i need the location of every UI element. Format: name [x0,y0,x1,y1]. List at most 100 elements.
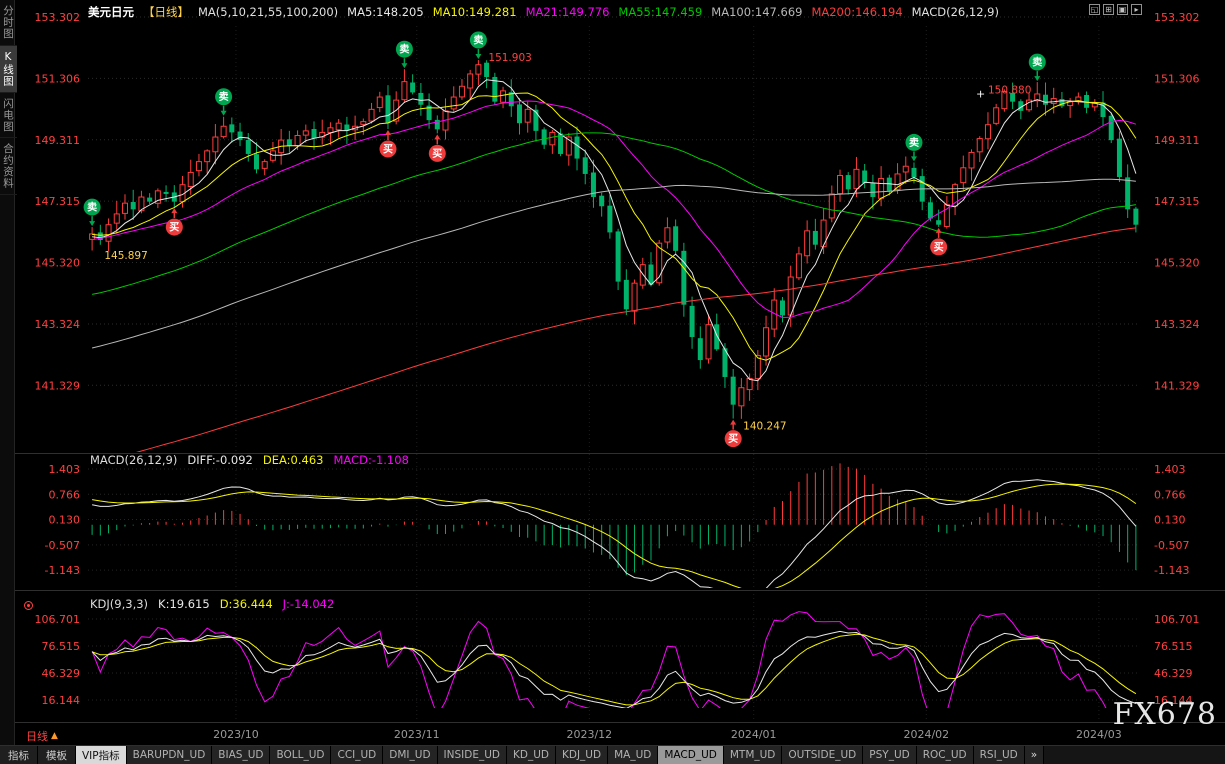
legend-ma10: MA10:149.281 [432,5,517,19]
indicator-tabs: 指标 模板 VIP指标 BARUPDN_UD BIAS_UD BOLL_UD CCI_UD D… [0,746,1045,764]
price-axis-label-right: 147.315 [1154,195,1200,208]
indicator-tab-roc_ud[interactable]: ROC_UD [916,746,974,764]
svg-text:卖: 卖 [473,34,483,47]
price-annotation: 140.247 [743,421,786,433]
price-axis-label-left: 145.320 [35,257,81,270]
period-arrow-icon: ▲ [51,731,58,741]
kdj-d-value: D:36.444 [219,597,273,611]
sidebar-item-3[interactable]: 合约资料 [0,138,17,195]
sidebar-item-1[interactable]: K线图 [0,45,17,93]
sidebar-item-2[interactable]: 闪电图 [0,93,17,138]
buy-signal-marker: 买 [930,227,948,256]
buy-signal-marker: 买 [379,130,397,158]
macd-axis-label-left: -0.507 [45,539,80,552]
svg-text:买: 买 [728,433,738,445]
kdj-panel-header: KDJ(9,3,3) K:19.615 D:36.444 J:-14.042 [90,597,334,611]
x-axis-month-label: 2024/02 [903,728,949,741]
indicator-tab-kdj_ud[interactable]: KDJ_UD [555,746,609,764]
sell-signal-marker: 卖 [83,198,101,227]
svg-text:买: 买 [169,222,179,234]
macd-axis-label-left: 0.766 [49,488,81,501]
kdj-d-line [91,633,1137,706]
window-icons: ◱ ⊞ ▣ ▸ [1089,4,1142,15]
legend-ma5: MA5:148.205 [347,5,424,19]
macd-axis-label-right: 0.766 [1154,488,1186,501]
x-axis-month-label: 2023/11 [394,728,440,741]
kdj-axis-label-right: 106.701 [1154,613,1200,626]
macd-axis-label-left: 0.130 [49,514,81,527]
indicator-tab-outside_ud[interactable]: OUTSIDE_UD [782,746,864,764]
ma-line-ma100 [91,178,1136,349]
macd-macd-value: MACD:-1.108 [333,453,409,467]
ma-line-ma21 [92,100,1137,319]
svg-text:卖: 卖 [1032,56,1042,69]
period-label: 日线 [26,730,48,743]
ma-line-ma5 [92,79,1137,382]
kdj-axis-label-right: 46.329 [1154,667,1193,680]
buy-signal-marker: 买 [165,208,183,236]
kdj-k-line [91,630,1137,708]
svg-text:买: 买 [934,241,944,253]
legend-ma21: MA21:149.776 [525,5,610,19]
legend-ma200: MA200:146.194 [811,5,903,19]
indicator-tab-bias_ud[interactable]: BIAS_UD [212,746,271,764]
indicator-tab-mtm_ud[interactable]: MTM_UD [723,746,783,764]
indicator-tab-vip指标[interactable]: VIP指标 [76,746,127,764]
price-axis-label-left: 153.302 [35,11,81,24]
kdj-collapse-icon[interactable] [24,601,33,610]
macd-axis-label-left: -1.143 [45,564,80,577]
indicator-tab-dmi_ud[interactable]: DMI_UD [383,746,438,764]
bottom-button-1[interactable]: 模板 [38,746,76,764]
macd-layer [88,463,1140,588]
legend-ma55: MA55:147.459 [618,5,703,19]
indicator-tab-inside_ud[interactable]: INSIDE_UD [437,746,507,764]
indicator-tab-rsi_ud[interactable]: RSI_UD [973,746,1025,764]
macd-axis-label-left: 1.403 [49,463,81,476]
window-pane-icon[interactable]: ▣ [1117,4,1128,15]
window-next-icon[interactable]: ▸ [1131,4,1142,15]
window-tile-icon[interactable]: ⊞ [1103,4,1114,15]
buy-signal-marker: 买 [428,134,446,162]
sidebar-item-0[interactable]: 分时图 [0,0,17,46]
indicator-tab-macd_ud[interactable]: MACD_UD [658,746,724,764]
indicator-tab-barupdn_ud[interactable]: BARUPDN_UD [126,746,213,764]
kdj-k-value: K:19.615 [158,597,210,611]
x-axis-month-label: 2024/03 [1076,728,1122,741]
macd-panel-header: MACD(26,12,9) DIFF:-0.092 DEA:0.463 MACD… [90,453,409,467]
price-axis-label-right: 145.320 [1154,257,1200,270]
indicator-tab-cci_ud[interactable]: CCI_UD [331,746,384,764]
sell-signal-marker: 卖 [395,40,413,69]
period-indicator[interactable]: 日线 ▲ [26,728,58,744]
tabs-more-button[interactable]: » [1024,746,1045,764]
price-annotation: 150.880 [988,85,1031,97]
indicator-tab-psy_ud[interactable]: PSY_UD [863,746,917,764]
price-axis-label-right: 143.324 [1154,318,1200,331]
price-axis-label-left: 147.315 [35,195,81,208]
x-axis-month-label: 2023/12 [566,728,612,741]
bottom-button-0[interactable]: 指标 [0,746,38,764]
svg-text:买: 买 [383,144,393,156]
macd-tag: MACD(26,12,9) [911,5,999,19]
window-restore-icon[interactable]: ◱ [1089,4,1100,15]
indicator-tab-kd_ud[interactable]: KD_UD [506,746,556,764]
price-axis-label-right: 141.329 [1154,379,1200,392]
kdj-layer [88,611,1140,708]
crosshair-mark: + [976,88,985,101]
candles-layer [89,60,1139,419]
svg-text:卖: 卖 [87,201,97,214]
x-axis-month-label: 2023/10 [213,728,259,741]
kdj-j-line [91,611,1107,708]
kdj-axis-label-left: 76.515 [42,640,81,653]
macd-dea-value: DEA:0.463 [262,453,324,467]
indicator-tab-boll_ud[interactable]: BOLL_UD [270,746,332,764]
kdj-axis-label-left: 106.701 [35,613,81,626]
chart-legend-bar: 美元日元 【日线】 MA(5,10,21,55,100,200) MA5:148… [88,4,999,20]
chart-title: 美元日元 [88,5,134,19]
kdj-j-value: J:-14.042 [282,597,335,611]
price-axis-label-right: 151.306 [1154,72,1200,85]
ma-line-ma10 [92,92,1137,361]
indicator-tab-ma_ud[interactable]: MA_UD [608,746,659,764]
sell-signal-marker: 卖 [1028,53,1046,82]
bottom-bar: 指标 模板 VIP指标 BARUPDN_UD BIAS_UD BOLL_UD CCI_UD D… [0,745,1225,764]
